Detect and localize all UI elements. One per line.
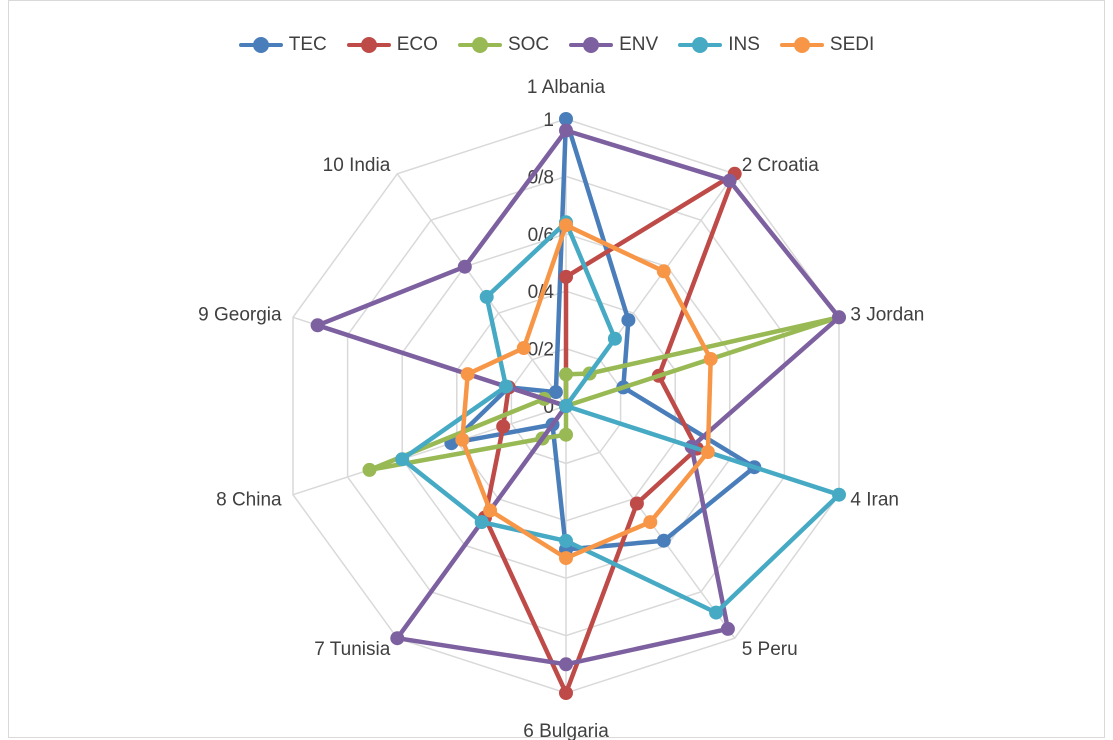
legend-swatch: [779, 35, 824, 55]
category-label-9-georgia: 9 Georgia: [198, 305, 282, 326]
series-group: [310, 112, 846, 700]
series-ins: [395, 215, 846, 620]
category-labels: 1 Albania 2 Croatia 3 Jordan 4 Iran 5 Peru 6 …: [198, 77, 924, 740]
data-point: [709, 605, 724, 620]
data-point: [559, 427, 573, 442]
data-point: [643, 515, 658, 530]
data-point: [362, 462, 377, 477]
category-label-1-albania: 1 Albania: [527, 77, 606, 98]
data-point: [656, 533, 671, 548]
data-point: [483, 503, 498, 518]
tick-label: 1: [543, 110, 554, 131]
data-point: [474, 515, 489, 530]
legend-label: INS: [728, 34, 760, 55]
legend-item-env: ENV: [569, 34, 658, 56]
data-point: [479, 289, 494, 304]
legend: TEC ECO SOC ENV INS SEDI: [0, 30, 1113, 60]
legend-label: ECO: [396, 34, 438, 55]
data-point: [700, 445, 715, 460]
category-label-4-iran: 4 Iran: [850, 489, 899, 510]
data-point: [559, 399, 573, 413]
legend-swatch: [457, 35, 502, 55]
legend-swatch: [238, 35, 283, 55]
legend-label: SOC: [507, 34, 550, 55]
legend-label: SEDI: [829, 34, 875, 55]
data-point: [457, 259, 472, 274]
tick-label: 0: [543, 397, 554, 418]
series-sedi: [455, 218, 718, 566]
grid-spoke: [292, 405, 567, 496]
legend-item-sedi: SEDI: [779, 34, 875, 56]
data-point: [629, 496, 644, 511]
legend-swatch: [346, 35, 391, 55]
data-point: [607, 331, 622, 346]
legend-item-soc: SOC: [457, 34, 550, 56]
legend-swatch: [678, 35, 723, 55]
legend-swatch: [569, 35, 614, 55]
data-point: [722, 173, 737, 188]
data-point: [832, 487, 846, 502]
legend-label: TEC: [288, 34, 327, 55]
data-point: [559, 657, 573, 672]
data-point: [720, 621, 735, 636]
data-point: [559, 533, 573, 548]
data-point: [832, 310, 846, 325]
legend-label: ENV: [619, 34, 659, 55]
data-point: [548, 385, 563, 400]
data-point: [559, 269, 573, 284]
series-env: [310, 123, 846, 672]
legend-item-ins: INS: [678, 34, 760, 56]
category-label-2-croatia: 2 Croatia: [742, 155, 820, 176]
data-point: [559, 367, 573, 382]
data-point: [310, 318, 325, 333]
data-point: [559, 123, 573, 138]
legend-item-tec: TEC: [238, 34, 327, 56]
data-point: [499, 379, 513, 394]
data-point: [390, 631, 405, 646]
tick-label: 0/2: [528, 340, 554, 361]
data-point: [559, 112, 573, 126]
category-label-5-peru: 5 Peru: [742, 639, 798, 660]
data-point: [516, 341, 531, 355]
category-label-8-china: 8 China: [216, 489, 282, 510]
legend-item-eco: ECO: [346, 34, 438, 56]
data-point: [455, 432, 470, 447]
category-label-3-jordan: 3 Jordan: [850, 305, 924, 326]
data-point: [496, 419, 511, 434]
grid-spoke: [396, 173, 567, 407]
series-soc: [362, 310, 846, 477]
data-point: [460, 367, 475, 382]
data-point: [656, 264, 671, 279]
data-point: [703, 352, 718, 366]
data-point: [395, 452, 410, 467]
data-point: [559, 218, 573, 233]
category-label-6-bulgaria: 6 Bulgaria: [523, 721, 609, 740]
category-label-7-tunisia: 7 Tunisia: [314, 639, 390, 660]
data-point: [621, 313, 636, 328]
category-label-10-india: 10 India: [323, 155, 391, 176]
data-point: [559, 686, 573, 700]
data-point: [559, 551, 573, 566]
